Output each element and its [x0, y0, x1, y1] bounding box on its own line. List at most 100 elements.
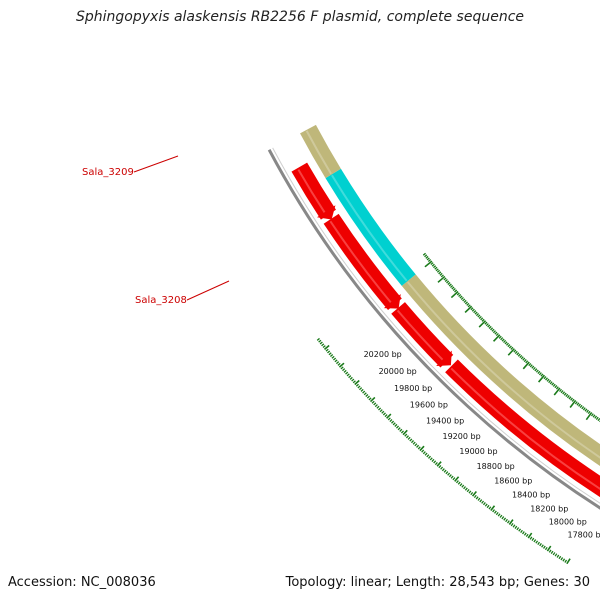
outer-minor-tick [380, 410, 382, 412]
outer-minor-tick [435, 462, 437, 464]
inner-minor-tick [454, 290, 456, 292]
outer-minor-tick [342, 369, 344, 371]
outer-tick-ring [317, 338, 570, 563]
outer-minor-tick [346, 372, 348, 374]
inner-minor-tick [575, 402, 577, 404]
outer-minor-tick [378, 408, 380, 410]
outer-minor-tick [336, 362, 338, 364]
inner-minor-tick [579, 404, 581, 406]
outer-minor-tick [385, 415, 387, 417]
inner-minor-tick [471, 308, 473, 310]
outer-minor-tick [555, 554, 557, 557]
outer-minor-tick [506, 519, 508, 521]
inner-minor-tick [529, 363, 531, 365]
inner-minor-tick [577, 403, 579, 405]
gene-label-leader [187, 281, 229, 300]
inner-minor-tick [506, 343, 508, 345]
outer-minor-tick [350, 377, 352, 379]
outer-minor-tick [487, 505, 489, 507]
outer-minor-tick [544, 546, 546, 548]
outer-minor-tick [361, 389, 363, 391]
inner-minor-tick [453, 289, 455, 291]
inner-minor-tick [539, 373, 541, 375]
tick-label: 19800 bp [394, 384, 432, 393]
inner-minor-tick [465, 302, 467, 304]
outer-minor-tick [517, 527, 519, 529]
outer-minor-tick [489, 507, 491, 509]
outer-minor-tick [408, 437, 410, 439]
outer-minor-tick [333, 358, 335, 360]
outer-minor-tick [359, 388, 361, 390]
outer-minor-tick [332, 356, 334, 358]
outer-minor-tick [352, 379, 354, 381]
outer-minor-tick [406, 436, 408, 438]
inner-minor-tick [533, 367, 535, 369]
inner-minor-tick [495, 332, 497, 334]
inner-minor-tick [436, 269, 438, 271]
outer-minor-tick [504, 518, 506, 520]
inner-minor-tick [474, 311, 476, 313]
outer-minor-tick [444, 470, 446, 472]
outer-minor-tick [422, 450, 424, 452]
outer-minor-tick [411, 440, 413, 442]
outer-minor-tick [369, 398, 371, 400]
inner-minor-tick [435, 267, 437, 269]
inner-minor-tick [444, 278, 446, 280]
inner-minor-tick [501, 338, 503, 340]
outer-minor-tick [493, 510, 495, 512]
inner-minor-tick [446, 281, 448, 283]
outer-minor-tick [417, 445, 419, 447]
outer-minor-tick [349, 376, 351, 378]
outer-major-tick [567, 559, 570, 564]
outer-minor-tick [317, 338, 319, 340]
forward-strand-genes [291, 163, 600, 600]
outer-minor-tick [434, 461, 436, 463]
gene-label-sala-3208: Sala_3208 [135, 295, 187, 306]
inner-minor-tick [596, 417, 598, 419]
inner-minor-tick [521, 357, 523, 359]
inner-minor-tick [560, 389, 562, 391]
gene-label-leader [134, 156, 178, 172]
inner-minor-tick [593, 415, 595, 417]
outer-minor-tick [398, 428, 400, 430]
outer-minor-tick [372, 401, 374, 403]
inner-minor-tick [547, 379, 549, 381]
outer-minor-tick [344, 370, 346, 372]
summary-text: Topology: linear; Length: 28,543 bp; Gen… [286, 575, 590, 590]
inner-minor-tick [485, 322, 487, 324]
inner-minor-tick [553, 384, 555, 386]
outer-minor-tick [400, 429, 402, 431]
outer-minor-tick [319, 340, 321, 342]
inner-minor-tick [502, 339, 504, 341]
outer-minor-tick [366, 394, 368, 396]
outer-minor-tick [526, 534, 528, 536]
inner-minor-tick [588, 411, 590, 413]
tick-label: 18200 bp [530, 504, 568, 513]
inner-minor-tick [491, 328, 493, 330]
inner-minor-tick [595, 416, 597, 418]
inner-minor-tick [437, 270, 439, 272]
outer-minor-tick [418, 447, 420, 449]
inner-minor-tick [544, 376, 546, 378]
outer-minor-tick [322, 344, 324, 346]
outer-minor-tick [471, 492, 473, 494]
outer-minor-tick [396, 426, 398, 428]
inner-minor-tick [479, 316, 481, 318]
inner-minor-tick [549, 380, 551, 382]
outer-minor-tick [474, 495, 476, 497]
inner-minor-tick [464, 300, 466, 302]
inner-minor-tick [449, 284, 451, 286]
outer-minor-tick [375, 405, 377, 407]
outer-minor-tick [320, 342, 322, 344]
inner-minor-tick [459, 294, 461, 296]
outer-minor-tick [323, 346, 325, 348]
inner-minor-tick [499, 336, 501, 338]
outer-minor-tick [388, 418, 390, 420]
inner-minor-tick [488, 325, 490, 327]
inner-minor-tick [492, 329, 494, 331]
inner-minor-tick [582, 406, 584, 408]
outer-minor-tick [413, 442, 415, 444]
inner-minor-tick [561, 390, 563, 392]
